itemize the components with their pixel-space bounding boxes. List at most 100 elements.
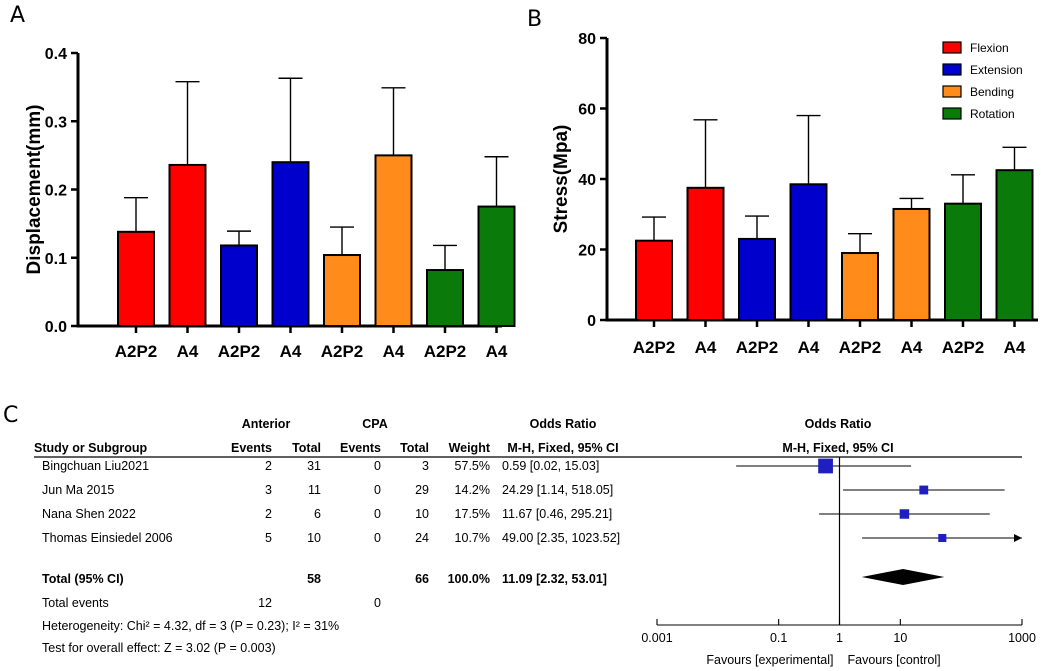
study-square bbox=[899, 509, 910, 519]
y-tick-label: 0.0 bbox=[45, 319, 67, 336]
total-or-ci: 11.09 [2.32, 53.01] bbox=[502, 572, 607, 586]
legend-swatch bbox=[942, 85, 962, 98]
bar bbox=[841, 252, 879, 321]
forest-x-tick-label: 10 bbox=[893, 631, 907, 645]
bar bbox=[686, 186, 725, 321]
y-tick-label: 20 bbox=[578, 243, 596, 260]
bar bbox=[789, 183, 828, 321]
header-plot-title: Odds Ratio bbox=[805, 417, 872, 431]
total-weight: 100.0% bbox=[448, 572, 490, 586]
events-exp: 3 bbox=[265, 483, 272, 497]
x-tick-label: A2P2 bbox=[321, 342, 364, 361]
study-square bbox=[818, 458, 833, 474]
y-tick-label: 0 bbox=[587, 313, 596, 330]
header-events-ctl: Events bbox=[340, 441, 381, 455]
legend-swatch bbox=[942, 63, 962, 76]
bar bbox=[477, 205, 516, 327]
header-cpa: CPA bbox=[362, 417, 387, 431]
bar bbox=[220, 244, 258, 327]
panel-label-b: B bbox=[527, 7, 542, 32]
events-ctl: 0 bbox=[374, 483, 381, 497]
study-square bbox=[938, 533, 947, 543]
weight: 10.7% bbox=[455, 531, 490, 545]
y-axis-title: Stress(Mpa) bbox=[551, 125, 572, 234]
legend-label: Rotation bbox=[970, 107, 1015, 121]
y-tick-label: 0.4 bbox=[45, 46, 67, 63]
displacement-chart: 0.0 0.1 0.2 0.3 0.4 Displacement(mm) A2P2 A4 A2P… bbox=[24, 46, 516, 361]
total-label: Total (95% CI) bbox=[42, 572, 124, 586]
events-ctl: 0 bbox=[374, 531, 381, 545]
total-exp: 11 bbox=[308, 483, 321, 497]
x-tick-label: A2P2 bbox=[218, 342, 261, 361]
x-tick-label: A2P2 bbox=[736, 338, 779, 357]
total-diamond bbox=[861, 569, 945, 585]
y-tick-label: 80 bbox=[578, 31, 596, 48]
forest-x-tick-label: 1 bbox=[836, 631, 843, 645]
x-tick-label: A2P2 bbox=[115, 342, 158, 361]
total-ctl: 3 bbox=[422, 459, 429, 473]
legend-label: Bending bbox=[970, 85, 1014, 99]
header-events-exp: Events bbox=[231, 441, 272, 455]
bar bbox=[426, 269, 464, 328]
header-study: Study or Subgroup bbox=[34, 441, 148, 455]
x-tick-label: A2P2 bbox=[633, 338, 676, 357]
y-tick-label: 0.2 bbox=[45, 183, 67, 200]
bar bbox=[168, 163, 207, 327]
total-events-exp: 12 bbox=[258, 596, 272, 610]
events-exp: 5 bbox=[265, 531, 272, 545]
panel-label-c: C bbox=[3, 403, 18, 428]
y-axis-title: Displacement(mm) bbox=[24, 105, 45, 275]
legend-swatch bbox=[942, 107, 962, 120]
header-anterior: Anterior bbox=[242, 417, 291, 431]
study-name: Jun Ma 2015 bbox=[42, 483, 114, 497]
x-tick-label: A4 bbox=[280, 342, 302, 361]
events-exp: 2 bbox=[265, 459, 272, 473]
legend-label: Extension bbox=[970, 63, 1023, 77]
overall-effect-text: Test for overall effect: Z = 3.02 (P = 0… bbox=[42, 641, 276, 655]
x-tick-label: A4 bbox=[177, 342, 199, 361]
or-ci: 0.59 [0.02, 15.03] bbox=[502, 459, 599, 473]
header-total-ctl: Total bbox=[400, 441, 429, 455]
bar bbox=[635, 239, 673, 321]
legend-swatch bbox=[942, 41, 962, 54]
weight: 17.5% bbox=[455, 507, 490, 521]
study-square bbox=[919, 485, 929, 495]
x-tick-label: A4 bbox=[383, 342, 405, 361]
events-ctl: 0 bbox=[374, 459, 381, 473]
total-ctl: 29 bbox=[415, 483, 429, 497]
forest-x-tick-label: 0.001 bbox=[641, 631, 672, 645]
y-tick-label: 40 bbox=[578, 172, 596, 189]
heterogeneity-text: Heterogeneity: Chi² = 4.32, df = 3 (P = … bbox=[42, 619, 339, 633]
total-ctl: 10 bbox=[415, 507, 429, 521]
or-ci: 11.67 [0.46, 295.21] bbox=[502, 507, 612, 521]
weight: 14.2% bbox=[455, 483, 490, 497]
y-tick-label: 0.1 bbox=[45, 251, 67, 268]
events-exp: 2 bbox=[265, 507, 272, 521]
x-tick-label: A4 bbox=[1004, 338, 1026, 357]
study-name: Nana Shen 2022 bbox=[42, 507, 136, 521]
weight: 57.5% bbox=[455, 459, 490, 473]
total-exp: 10 bbox=[307, 531, 321, 545]
y-tick-label: 0.3 bbox=[45, 114, 67, 131]
forest-plot: Anterior CPA Odds Ratio Odds Ratio Study or … bbox=[34, 417, 1036, 667]
total-events-label: Total events bbox=[42, 596, 109, 610]
total-ctl: 66 bbox=[415, 572, 429, 586]
stress-chart: 0 20 40 60 80 Stress(Mpa) A2P2 A4 A2P2 A4 A2P2 A4 A2… bbox=[551, 31, 1038, 357]
header-total-exp: Total bbox=[292, 441, 321, 455]
bar bbox=[117, 230, 155, 327]
x-tick-label: A2P2 bbox=[942, 338, 985, 357]
or-ci: 24.29 [1.14, 518.05] bbox=[502, 483, 613, 497]
ci-arrow bbox=[1014, 534, 1022, 542]
header-weight: Weight bbox=[449, 441, 491, 455]
total-exp: 6 bbox=[314, 507, 321, 521]
study-name: Bingchuan Liu2021 bbox=[42, 459, 149, 473]
or-ci: 49.00 [2.35, 1023.52] bbox=[502, 531, 620, 545]
bar bbox=[323, 254, 361, 328]
panel-label-a: A bbox=[10, 3, 25, 28]
header-plot-method: M-H, Fixed, 95% CI bbox=[782, 441, 893, 455]
bar bbox=[738, 237, 776, 321]
total-ctl: 24 bbox=[415, 531, 429, 545]
events-ctl: 0 bbox=[374, 507, 381, 521]
bar bbox=[271, 161, 310, 327]
